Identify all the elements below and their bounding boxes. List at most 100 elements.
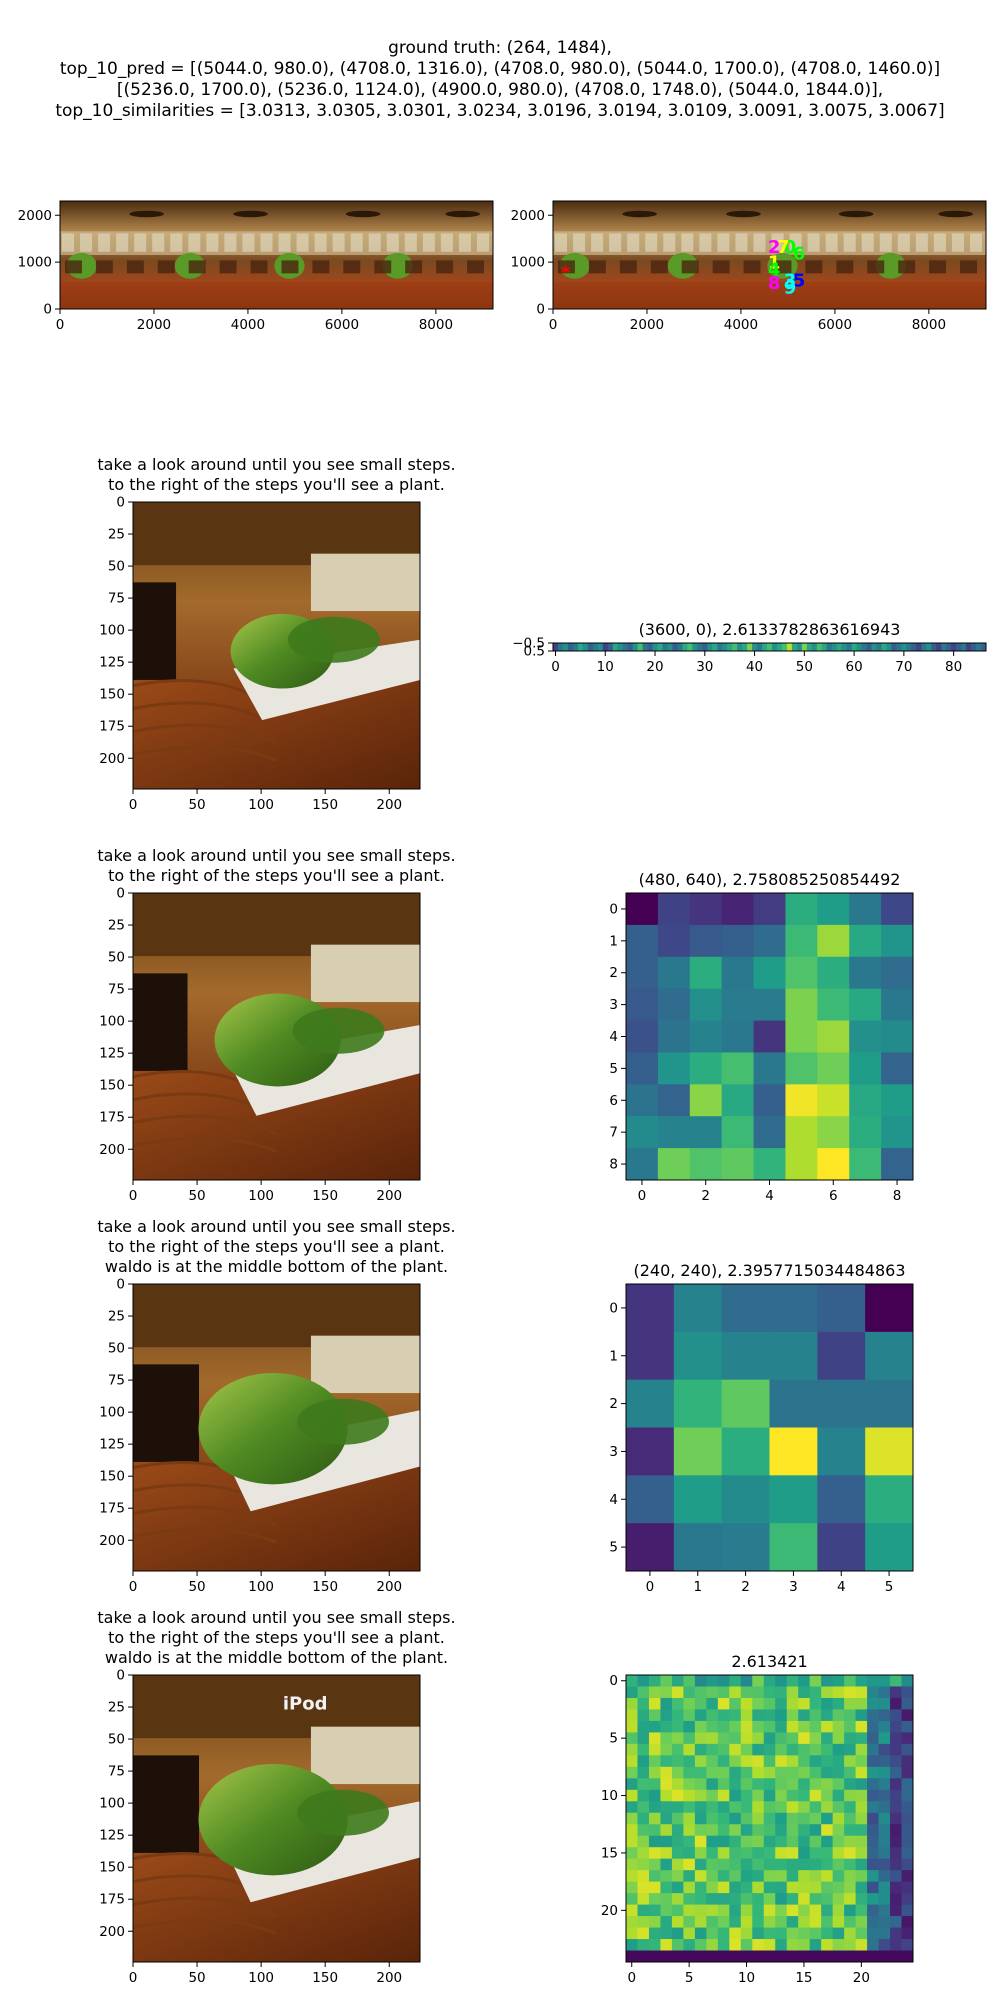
heatmap-4-cell	[775, 1801, 788, 1814]
heatmap-4-cell	[844, 1893, 856, 1905]
heatmap-4-cell	[775, 1697, 788, 1710]
heatmap-1-cell	[901, 643, 907, 652]
prediction-xtick-label: 8000	[912, 317, 946, 333]
view-4-ytick-label: 175	[99, 1892, 125, 1908]
heatmap-4-cell	[798, 1675, 811, 1687]
heatmap-4-cell	[821, 1812, 834, 1825]
heatmap-1-cell	[886, 643, 892, 652]
heatmap-4-cell	[683, 1950, 696, 1963]
heatmap-4-cell	[694, 1835, 707, 1848]
heatmap-1-cell	[856, 643, 862, 652]
heatmap-1-cell	[846, 643, 853, 652]
heatmap-4-cell	[901, 1686, 914, 1699]
heatmap-1-xtick-label: 20	[646, 659, 663, 675]
panorama-furniture	[374, 260, 392, 274]
heatmap-4-cell	[626, 1881, 638, 1894]
heatmap-4-ytick-label: 20	[601, 1903, 618, 1919]
heatmap-4-cell	[832, 1686, 845, 1699]
heatmap-2-cell	[881, 924, 914, 958]
heatmap-3-cell	[817, 1331, 866, 1381]
heatmap-4-cell	[717, 1927, 730, 1940]
prediction-marker-2: 2	[768, 237, 781, 258]
heatmap-4-cell	[637, 1812, 650, 1825]
heatmap-2-cell	[689, 924, 723, 958]
view-1-ytick-label: 75	[108, 591, 125, 607]
heatmap-4-cell	[775, 1766, 788, 1779]
view-1-planter	[233, 639, 420, 721]
heatmap-4-cell	[752, 1893, 765, 1905]
heatmap-4-cell	[878, 1743, 891, 1756]
heatmap-1-cell	[697, 643, 703, 652]
heatmap-4-cell	[740, 1675, 753, 1687]
heatmap-4-cell	[832, 1755, 845, 1768]
heatmap-4-cell	[626, 1789, 638, 1802]
heatmap-2-cell	[657, 893, 691, 926]
view-2-xtick-label: 0	[129, 1188, 138, 1204]
view-1-step	[132, 745, 278, 762]
heatmap-4-cell	[809, 1709, 822, 1722]
heatmap-4-cell	[878, 1847, 891, 1860]
heatmap-2-cell	[849, 1116, 882, 1149]
heatmap-4-cell	[763, 1950, 776, 1963]
heatmap-4-cell	[821, 1755, 834, 1768]
heatmap-4-cell	[717, 1950, 730, 1963]
heatmap-4-cell	[832, 1812, 845, 1825]
heatmap-2-cell	[721, 1116, 754, 1149]
heatmap-4-cell	[660, 1755, 673, 1768]
heatmap-4-cell	[626, 1732, 638, 1745]
heatmap-4-cell	[694, 1824, 707, 1837]
heatmap-2-cell	[657, 988, 691, 1021]
heatmap-3-ytick-label: 5	[609, 1540, 618, 1556]
view-1-ytick-label: 50	[108, 559, 125, 575]
heatmap-2-cell	[626, 1052, 659, 1085]
heatmap-3-cell	[673, 1523, 723, 1572]
heatmap-1-cell	[956, 643, 962, 652]
heatmap-4-cell	[626, 1755, 638, 1768]
heatmap-3-ytick-label: 1	[609, 1348, 618, 1364]
panorama-window	[332, 233, 345, 252]
heatmap-2-cell	[785, 1052, 818, 1085]
prediction-window	[645, 233, 658, 252]
heatmap-4-cell	[763, 1743, 776, 1756]
heatmap-4-cell	[706, 1812, 719, 1825]
heatmap-2-cell	[881, 1148, 914, 1181]
heatmap-1-cell	[936, 643, 942, 652]
heatmap-4-cell	[706, 1893, 719, 1905]
view-3-plant-right	[297, 1398, 390, 1445]
prediction-window	[555, 233, 568, 252]
heatmap-4-cell	[832, 1801, 845, 1814]
heatmap-1-cell	[682, 643, 688, 652]
heatmap-4-cell	[855, 1870, 868, 1883]
heatmap-4-cell	[626, 1801, 638, 1814]
panorama-furniture	[250, 260, 268, 274]
heatmap-4-cell	[901, 1893, 914, 1905]
heatmap-1-cell	[597, 643, 604, 652]
prediction-furniture	[619, 260, 637, 274]
heatmap-4-cell	[706, 1916, 719, 1928]
heatmap-4-cell	[694, 1939, 707, 1951]
heatmap-4-cell	[832, 1824, 845, 1837]
heatmap-4-cell	[729, 1916, 742, 1928]
heatmap-4-cell	[763, 1881, 776, 1894]
heatmap-4-cell	[798, 1743, 811, 1756]
heatmap-4-cell	[729, 1950, 742, 1963]
heatmap-2-cell	[753, 924, 786, 958]
panorama-furniture	[188, 260, 206, 274]
prediction-frame	[552, 200, 987, 310]
heatmap-4-cell	[648, 1812, 661, 1825]
view-4-ytick-label: 200	[99, 1924, 125, 1940]
heatmap-4-cell	[821, 1686, 834, 1699]
heatmap-4-cell	[901, 1743, 914, 1756]
heatmap-4-cell	[706, 1686, 719, 1699]
view-3-panel: take a look around until you see small s…	[97, 1217, 455, 1595]
heatmap-3-cell	[769, 1523, 818, 1572]
heatmap-2-cell	[753, 956, 786, 990]
heatmap-4-cell	[878, 1870, 891, 1883]
view-4-step	[132, 1896, 278, 1918]
heatmap-4-cell	[867, 1927, 879, 1940]
heatmap-2-cell	[785, 1116, 818, 1149]
prediction-window	[933, 233, 946, 252]
heatmap-4-cell	[798, 1835, 811, 1848]
heatmap-4-cell	[729, 1697, 742, 1710]
heatmap-3-cell	[721, 1523, 770, 1572]
